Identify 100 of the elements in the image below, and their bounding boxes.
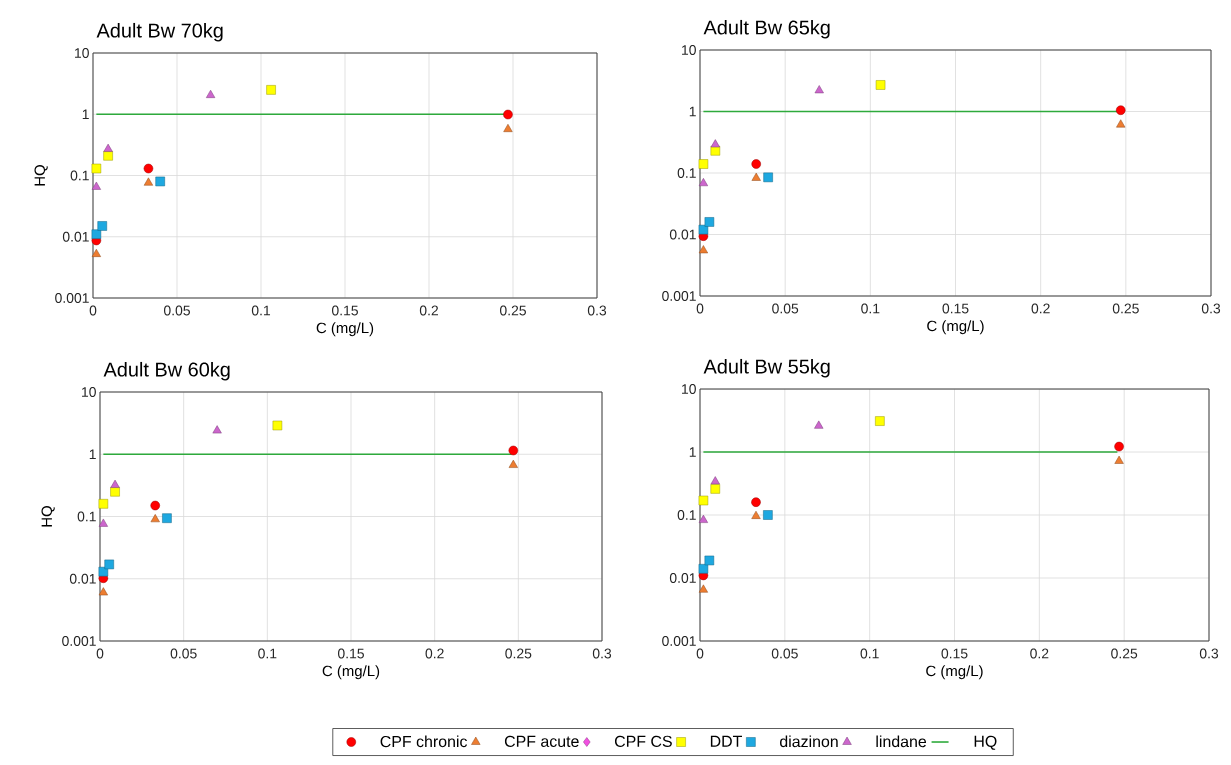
x-tick-label: 0.3 bbox=[1199, 648, 1219, 659]
x-axis-title: C (mg/L) bbox=[316, 322, 374, 337]
point bbox=[91, 248, 101, 257]
point bbox=[91, 181, 101, 190]
x-tick-label: 0.05 bbox=[163, 305, 190, 316]
y-tick-label: 0.1 bbox=[70, 170, 89, 181]
legend-label: DDT bbox=[710, 735, 742, 747]
x-tick-label: 0.3 bbox=[1201, 303, 1221, 314]
y-axis-title: HQ bbox=[34, 165, 48, 186]
point bbox=[155, 176, 165, 187]
point bbox=[1116, 119, 1126, 128]
x-tick-label: 0.05 bbox=[170, 648, 197, 659]
y-tick-label: 0.001 bbox=[662, 636, 696, 646]
y-tick-label: 0.1 bbox=[77, 511, 96, 522]
point bbox=[814, 85, 824, 94]
x-tick-label: 0.05 bbox=[771, 648, 798, 659]
point bbox=[150, 500, 160, 511]
x-tick-label: 0.1 bbox=[251, 305, 271, 316]
legend-label: lindane bbox=[876, 735, 927, 748]
x-tick-label: 0.2 bbox=[1031, 303, 1050, 314]
chart-title: Adult Bw 60kg bbox=[103, 361, 230, 381]
point bbox=[98, 587, 108, 596]
y-tick-label: 0.1 bbox=[677, 510, 696, 520]
point bbox=[272, 420, 283, 431]
x-tick-label: 0.15 bbox=[337, 648, 364, 659]
legend-label: CPF acute bbox=[504, 735, 579, 747]
y-tick-label: 10 bbox=[82, 387, 96, 397]
x-tick-label: 0 bbox=[96, 648, 104, 659]
x-axis-title: C (mg/L) bbox=[322, 665, 380, 680]
point bbox=[508, 459, 518, 468]
x-tick-label: 0.2 bbox=[419, 305, 438, 316]
point bbox=[763, 510, 773, 520]
x-tick-label: 0 bbox=[696, 648, 704, 659]
y-tick-label: 1 bbox=[82, 109, 89, 120]
legend-label: CPF chronic bbox=[380, 735, 468, 748]
point bbox=[875, 80, 886, 90]
x-tick-label: 0.25 bbox=[505, 648, 532, 659]
point bbox=[143, 177, 154, 186]
point bbox=[98, 499, 109, 509]
point bbox=[508, 445, 519, 456]
point bbox=[91, 229, 102, 239]
x-tick-label: 0.1 bbox=[861, 303, 880, 314]
y-tick-label: 0.001 bbox=[55, 293, 89, 303]
point bbox=[103, 151, 113, 161]
y-tick-label: 10 bbox=[75, 48, 89, 58]
point bbox=[875, 416, 885, 426]
point bbox=[110, 479, 120, 488]
x-tick-label: 0.1 bbox=[258, 648, 277, 659]
point bbox=[698, 584, 708, 593]
point bbox=[698, 178, 708, 187]
x-axis-title: C (mg/L) bbox=[926, 665, 983, 680]
point bbox=[704, 217, 715, 227]
y-tick-label: 0.01 bbox=[669, 573, 696, 583]
point bbox=[751, 159, 761, 169]
legend-label: diazinon bbox=[780, 735, 838, 748]
x-tick-label: 0.3 bbox=[587, 305, 607, 316]
x-tick-label: 0 bbox=[89, 305, 97, 316]
point bbox=[751, 510, 761, 519]
y-tick-label: 10 bbox=[682, 45, 696, 55]
x-tick-label: 0.15 bbox=[331, 305, 358, 316]
chart-title: Adult Bw 65kg bbox=[703, 19, 830, 39]
x-tick-label: 0.05 bbox=[772, 303, 799, 314]
y-tick-label: 0.1 bbox=[677, 168, 696, 178]
x-tick-label: 0.25 bbox=[1112, 303, 1139, 314]
x-tick-label: 0.3 bbox=[592, 648, 612, 659]
y-tick-label: 10 bbox=[682, 384, 696, 394]
x-tick-label: 0.25 bbox=[1111, 648, 1138, 659]
point bbox=[763, 172, 773, 183]
point bbox=[206, 89, 216, 98]
point bbox=[91, 163, 102, 174]
point bbox=[814, 420, 824, 429]
point bbox=[710, 139, 720, 148]
chart-title: Adult Bw 55kg bbox=[703, 358, 830, 378]
point bbox=[212, 425, 222, 434]
y-tick-label: 1 bbox=[689, 106, 696, 117]
y-axis-title: HQ bbox=[41, 506, 55, 527]
point bbox=[98, 518, 108, 527]
point bbox=[1115, 105, 1126, 115]
y-tick-label: 1 bbox=[89, 449, 96, 460]
y-tick-label: 0.01 bbox=[669, 229, 696, 240]
x-tick-label: 0.2 bbox=[425, 648, 444, 659]
point bbox=[698, 224, 709, 235]
point bbox=[751, 497, 761, 507]
x-tick-label: 0.2 bbox=[1030, 648, 1049, 659]
point bbox=[150, 514, 160, 523]
point bbox=[143, 163, 154, 174]
x-tick-label: 0 bbox=[696, 303, 704, 314]
point bbox=[710, 484, 721, 494]
point bbox=[751, 172, 761, 181]
legend-label: HQ bbox=[974, 735, 997, 750]
point bbox=[103, 143, 113, 152]
legend-label: CPF CS bbox=[614, 735, 672, 747]
point bbox=[698, 159, 709, 169]
point bbox=[704, 555, 715, 566]
chart-title: Adult Bw 70kg bbox=[96, 22, 223, 42]
point bbox=[104, 559, 114, 570]
point bbox=[698, 495, 709, 506]
point bbox=[1114, 455, 1124, 464]
point bbox=[503, 109, 513, 120]
y-tick-label: 0.01 bbox=[69, 573, 96, 584]
